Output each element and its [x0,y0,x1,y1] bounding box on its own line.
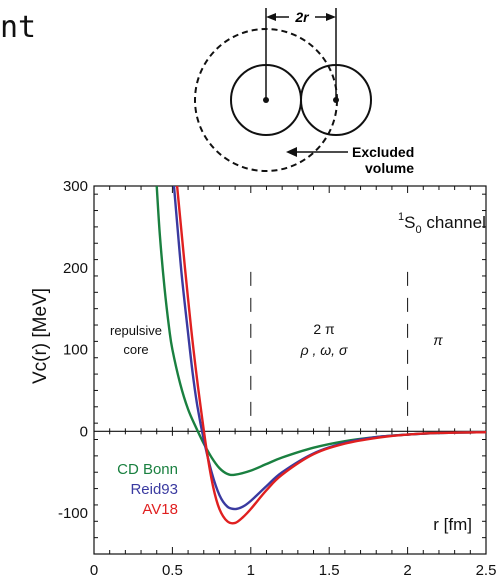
y-tick-label: 100 [63,342,88,359]
region-mid-line1: 2 π [313,321,335,337]
x-tick-label: 2.5 [476,562,497,579]
region-core-line1: repulsive [110,323,162,338]
plot-frame [93,185,487,555]
region-outer: π [433,332,443,348]
chart-title: 1S0 channel [398,211,486,236]
title-main: S [404,213,415,232]
y-tick-label: 300 [63,178,88,195]
legend-av18: AV18 [142,501,178,518]
title-subscript: 0 [415,224,421,236]
excluded-label-line2: volume [365,160,414,176]
legend-cd-bonn: CD Bonn [117,461,178,478]
title-superscript: 1 [398,211,404,223]
x-tick-label: 2 [403,562,411,579]
distance-label: 2r [294,9,310,25]
y-tick-label: 0 [80,423,88,440]
y-tick-label: -100 [58,505,88,522]
distance-arrowhead-right [326,13,336,21]
series-line-av18 [175,186,486,525]
x-tick-label: 1 [247,562,255,579]
x-tick-label: 1.5 [319,562,340,579]
title-rest: channel [422,213,486,232]
region-core-line2: core [123,342,148,357]
x-tick-label: 0.5 [162,562,183,579]
excluded-pointer-head [286,147,297,157]
region-mid-line2: ρ , ω, σ [300,342,348,358]
distance-arrowhead-left [266,13,276,21]
excluded-label-line1: Excluded [352,144,414,160]
legend-reid93: Reid93 [130,481,178,498]
y-axis-label: Vc(r) [MeV] [30,288,51,384]
x-axis-label: r [fm] [433,515,472,534]
partial-word: nt [0,10,37,45]
x-tick-label: 0 [90,562,98,579]
y-tick-label: 200 [63,260,88,277]
